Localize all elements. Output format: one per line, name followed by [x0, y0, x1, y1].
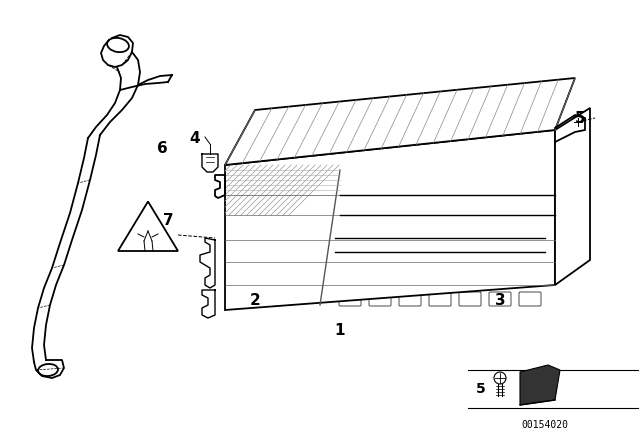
Text: 6: 6 [157, 141, 168, 155]
Text: 4: 4 [189, 130, 200, 146]
Text: 3: 3 [495, 293, 506, 307]
Polygon shape [118, 202, 178, 251]
Text: 00154020: 00154020 [522, 420, 568, 430]
Polygon shape [520, 365, 560, 405]
Polygon shape [225, 78, 575, 165]
Circle shape [572, 116, 584, 128]
Polygon shape [555, 108, 590, 285]
Text: 1: 1 [335, 323, 345, 337]
Polygon shape [225, 130, 555, 310]
Text: 2: 2 [250, 293, 260, 307]
Text: 5: 5 [476, 382, 486, 396]
Text: 5: 5 [575, 111, 586, 125]
Text: 7: 7 [163, 212, 173, 228]
